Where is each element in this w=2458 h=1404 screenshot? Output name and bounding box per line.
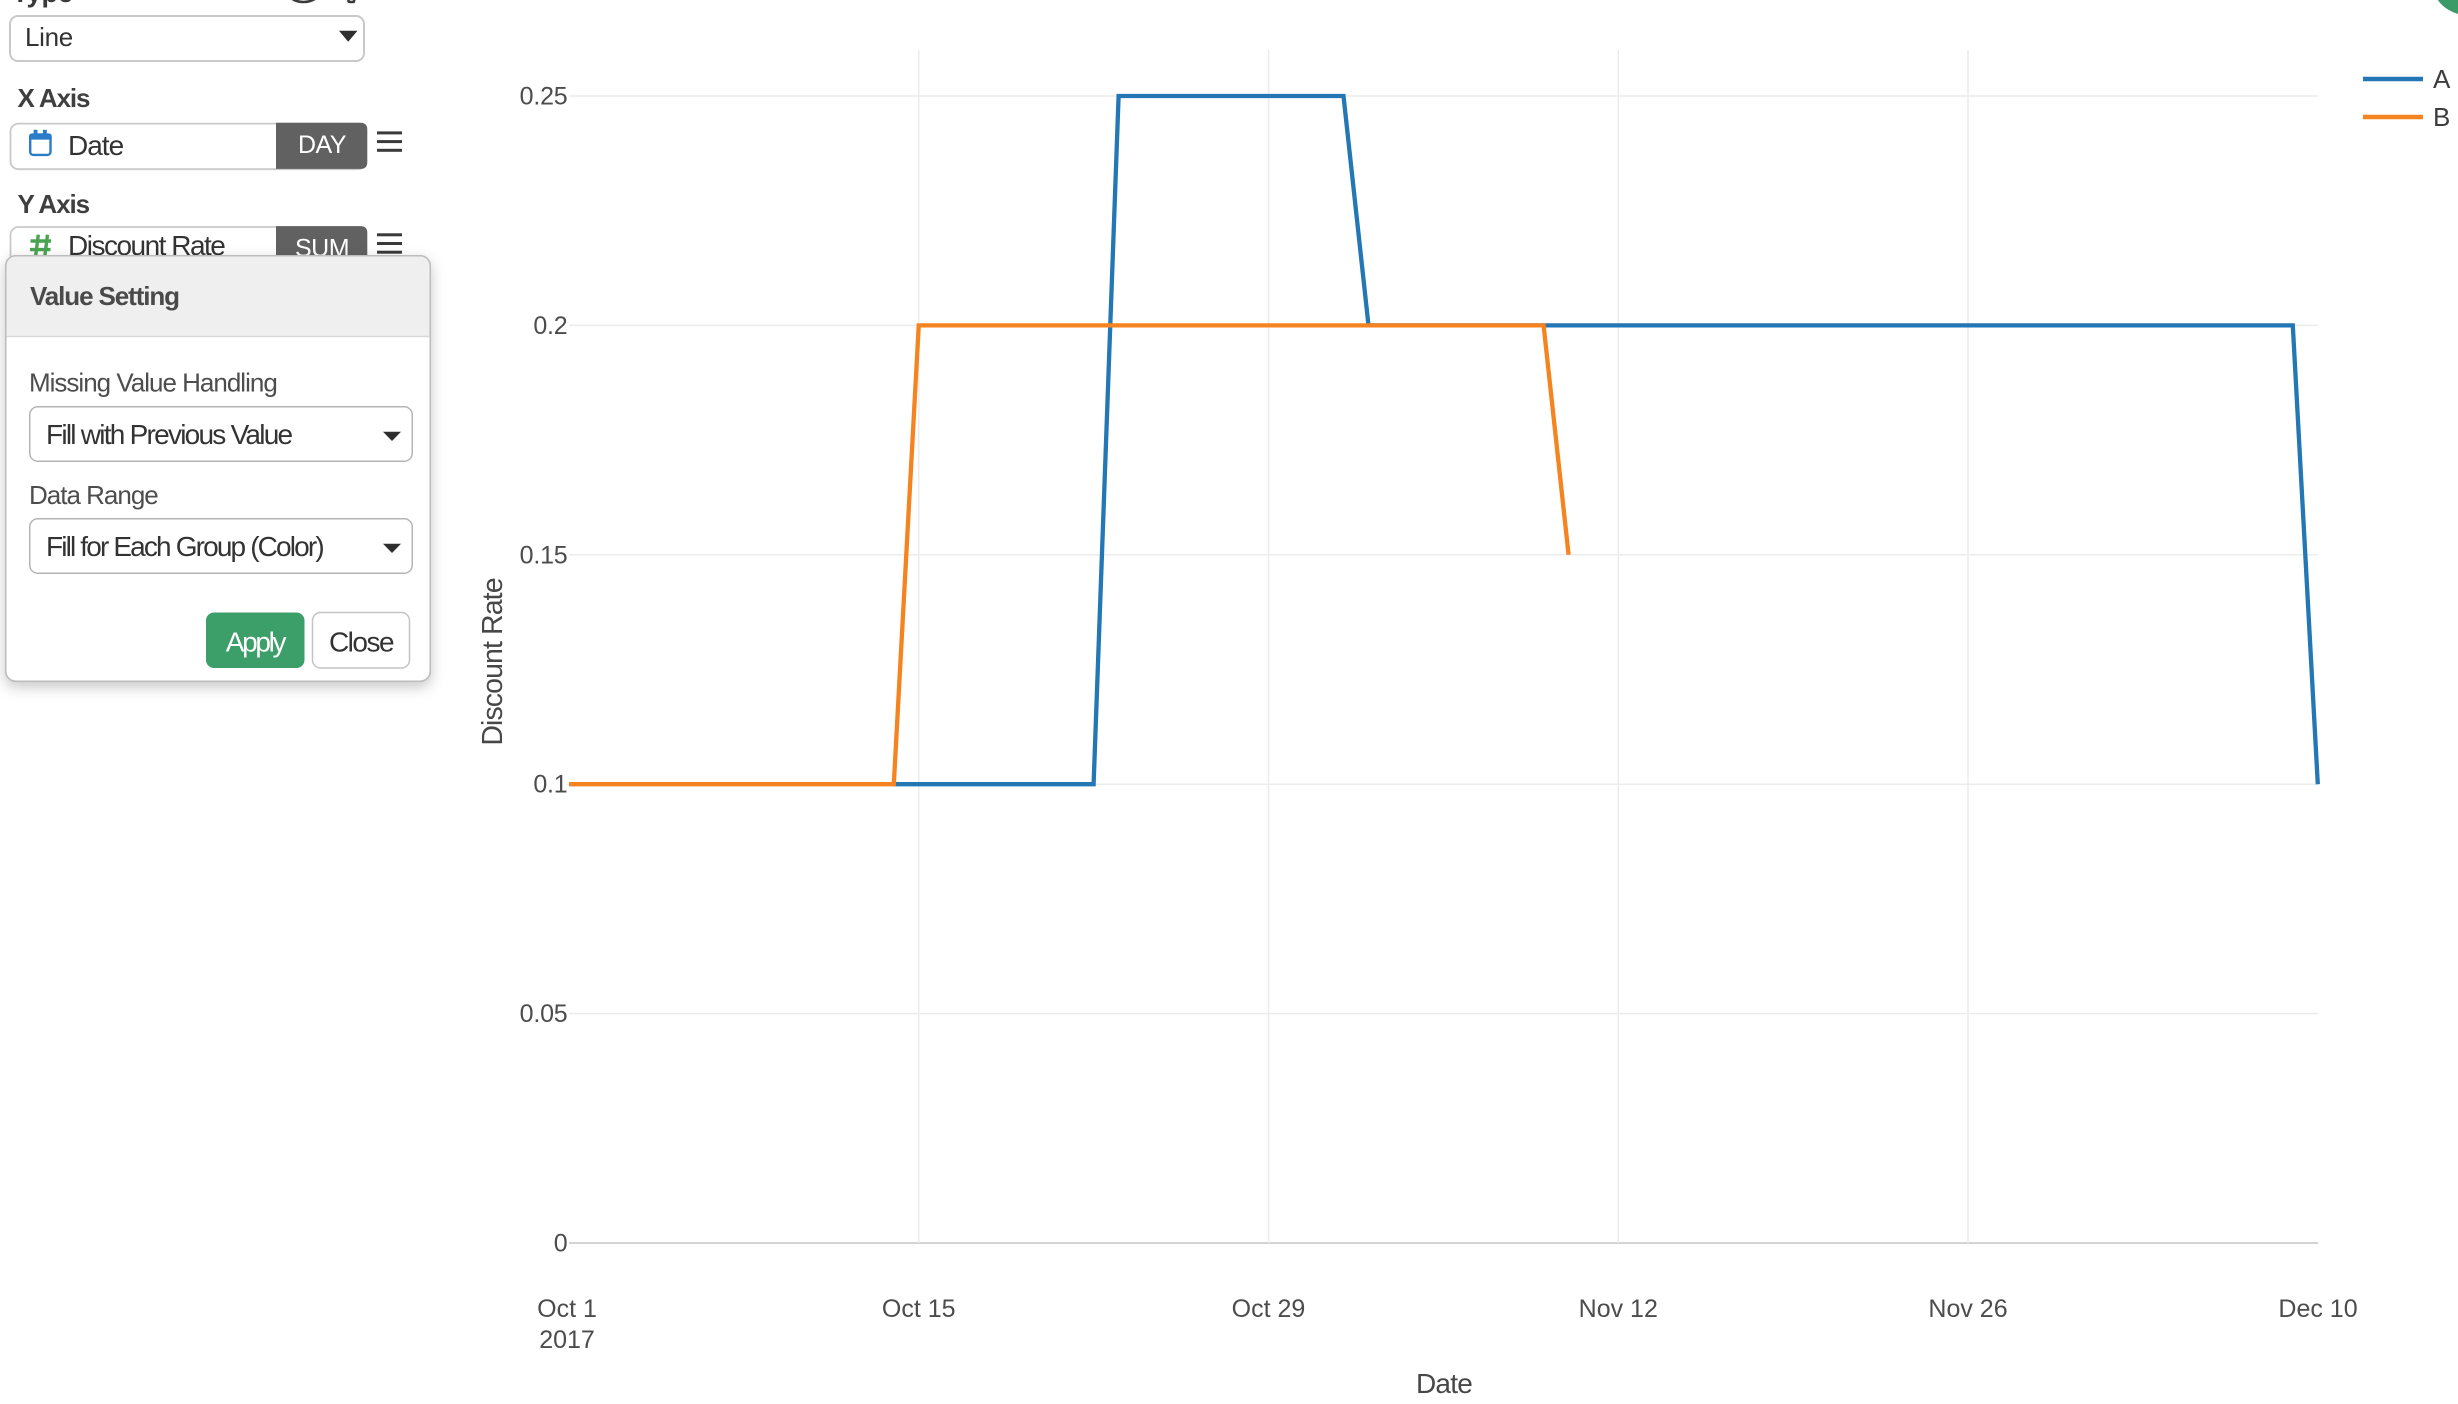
svg-text:Oct 15: Oct 15 (882, 1295, 956, 1323)
svg-text:0.05: 0.05 (520, 1000, 568, 1028)
svg-text:X Axis: X Axis (18, 83, 91, 113)
svg-text:2017: 2017 (539, 1326, 595, 1354)
svg-text:0.15: 0.15 (520, 541, 568, 569)
svg-text:Apply: Apply (226, 627, 287, 658)
svg-text:0.2: 0.2 (533, 312, 567, 340)
svg-text:Data Range: Data Range (29, 480, 158, 510)
svg-text:0.1: 0.1 (533, 771, 567, 799)
svg-text:Date: Date (1416, 1368, 1472, 1399)
svg-text:Nov 12: Nov 12 (1579, 1295, 1658, 1323)
svg-text:Oct 1: Oct 1 (537, 1295, 597, 1323)
svg-text:Fill with Previous Value: Fill with Previous Value (46, 419, 293, 450)
svg-text:Date: Date (68, 130, 124, 161)
svg-text:Y Axis: Y Axis (18, 189, 90, 219)
svg-text:Fill for Each Group (Color): Fill for Each Group (Color) (46, 531, 323, 562)
svg-text:A: A (2433, 64, 2451, 94)
svg-text:Value Setting: Value Setting (30, 281, 179, 311)
svg-text:Missing Value Handling: Missing Value Handling (29, 368, 277, 398)
svg-text:Discount Rate: Discount Rate (477, 578, 509, 745)
svg-text:DAY: DAY (298, 131, 347, 159)
svg-text:0.25: 0.25 (520, 83, 568, 111)
svg-text:0: 0 (554, 1230, 568, 1258)
svg-text:Close: Close (329, 627, 394, 658)
svg-text:Nov 26: Nov 26 (1928, 1295, 2007, 1323)
svg-text:Type: Type (12, 0, 73, 8)
svg-text:Line: Line (25, 22, 73, 52)
svg-text:B: B (2433, 102, 2450, 132)
svg-text:Oct 29: Oct 29 (1232, 1295, 1306, 1323)
svg-text:Dec 10: Dec 10 (2278, 1295, 2357, 1323)
